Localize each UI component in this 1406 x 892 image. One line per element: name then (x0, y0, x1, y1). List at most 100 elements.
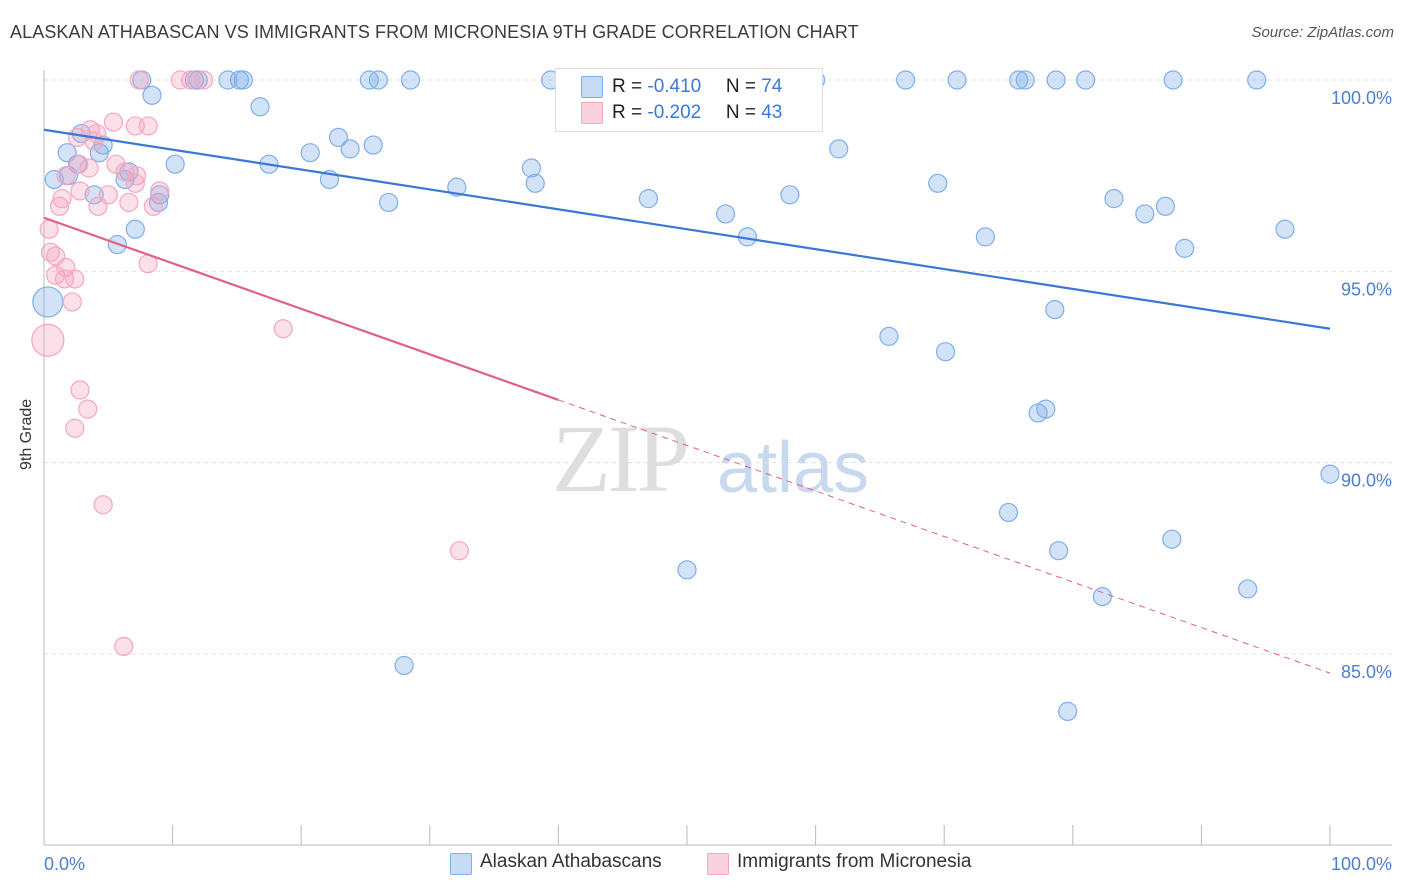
micronesia-point (49, 196, 70, 216)
athabascan-point (1036, 399, 1056, 419)
micronesia-point (65, 418, 85, 438)
r-label: R = (612, 76, 648, 97)
athabascan-point (32, 286, 64, 318)
athabascan-point (1009, 70, 1029, 90)
micronesia-point (65, 269, 85, 289)
athabascan-point (1162, 529, 1182, 549)
athabascan-point (1045, 300, 1065, 320)
athabascan-point (165, 154, 185, 174)
athabascan-point (394, 655, 414, 676)
micronesia-point (449, 541, 469, 561)
athabascan-point (521, 158, 541, 178)
y-tick-label: 85.0% (1341, 662, 1392, 682)
micronesia-swatch (581, 102, 603, 124)
micronesia-point (93, 495, 113, 515)
athabascan-point (525, 173, 545, 193)
athabascan-trend-line (43, 128, 1331, 330)
r-label: R = (612, 102, 648, 123)
y-tick-label: 90.0% (1341, 471, 1392, 491)
athabascan-swatch (581, 76, 603, 98)
athabascan-point (1320, 464, 1340, 484)
micronesia-point (103, 112, 124, 132)
micronesia-point (78, 399, 98, 419)
athabascan-point (340, 139, 360, 159)
athabascan-point (998, 502, 1019, 523)
micronesia-point (126, 166, 147, 186)
athabascan-point (1238, 579, 1258, 599)
athabascan-point (142, 85, 162, 105)
athabascan-point (1076, 70, 1096, 90)
athabascan-point (1155, 196, 1175, 216)
athabascan-point (1046, 70, 1066, 90)
micronesia-point (67, 127, 88, 147)
athabascan-point (829, 139, 849, 159)
micronesia-point (52, 189, 72, 209)
micronesia-point (138, 116, 158, 136)
n-label: N = (725, 76, 762, 97)
y-tick-label: 100.0% (1331, 88, 1392, 108)
athabascan-point (1163, 70, 1183, 90)
athabascan-point (250, 97, 270, 117)
athabascan-point (300, 143, 320, 163)
micronesia-trend-extension (558, 399, 1331, 674)
athabascan-point (975, 227, 995, 247)
athabascan-point (1058, 701, 1078, 722)
micronesia-point (69, 154, 89, 174)
micronesia-legend-label: Immigrants from Micronesia (737, 851, 972, 872)
micronesia-point (79, 158, 99, 178)
athabascan-point (715, 204, 736, 224)
athabascan-point (1175, 238, 1195, 258)
micronesia-point (129, 70, 149, 90)
athabascan-point (1104, 189, 1124, 209)
watermark-atlas: atlas (717, 428, 870, 508)
y-axis-label: 9th Grade (18, 398, 35, 470)
athabascan-point (780, 185, 800, 205)
athabascan-point (935, 342, 956, 362)
chart-title: ALASKAN ATHABASCAN VS IMMIGRANTS FROM MI… (10, 22, 859, 42)
micronesia-point (193, 70, 214, 90)
micronesia-point (31, 323, 65, 357)
micronesia-point (273, 319, 293, 339)
watermark-zip: ZIP (552, 405, 690, 512)
athabascan-stats: R = -0.410 N = 74 (612, 76, 782, 98)
athabascan-point (84, 185, 104, 205)
micronesia-trend-line (43, 216, 559, 401)
athabascan-point (44, 169, 64, 190)
athabascan-point (1015, 70, 1035, 90)
y-tick-label: 95.0% (1341, 279, 1392, 299)
athabascan-point (1092, 586, 1112, 607)
n-value: 74 (761, 76, 783, 97)
athabascan-point (1049, 541, 1069, 561)
athabascan-point (125, 219, 145, 239)
micronesia-stats: R = -0.202 N = 43 (612, 102, 782, 124)
micronesia-point (125, 173, 145, 193)
athabascan-point (447, 177, 467, 197)
micronesia-point (114, 636, 134, 656)
micronesia-point (119, 192, 139, 213)
athabascan-point (638, 189, 659, 209)
micronesia-point (54, 269, 75, 289)
micronesia-point (70, 181, 90, 201)
micronesia-point (62, 292, 82, 312)
athabascan-point (928, 173, 948, 193)
micronesia-point (143, 196, 163, 216)
athabascans-legend-swatch (450, 853, 472, 875)
athabascan-point (328, 127, 349, 147)
micronesia-legend-swatch (707, 853, 729, 875)
athabascan-point (1275, 219, 1295, 239)
micronesia-point (56, 166, 76, 186)
micronesia-point (170, 70, 190, 90)
micronesia-point (70, 380, 90, 400)
athabascan-point (218, 70, 238, 90)
n-label: N = (725, 102, 762, 123)
r-value: -0.410 (647, 76, 702, 97)
stats-legend: R = -0.410 N = 74 R = -0.202 N = 43 (555, 68, 823, 132)
athabascan-point (879, 326, 899, 346)
athabascan-point (368, 70, 388, 90)
athabascan-point (400, 70, 421, 90)
micronesia-point (40, 242, 61, 262)
athabascans-legend-label: Alaskan Athabascans (480, 851, 662, 872)
athabascan-point (677, 560, 697, 580)
x-tick-label: 100.0% (1331, 854, 1392, 874)
